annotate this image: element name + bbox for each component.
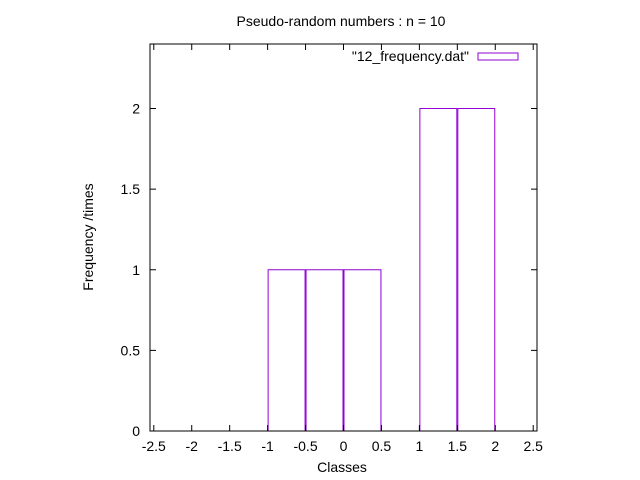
x-axis-label: Classes: [317, 459, 367, 475]
y-tick-label: 0: [132, 423, 140, 439]
legend-swatch: [477, 52, 519, 61]
y-tick-label: 0.5: [121, 342, 141, 358]
x-tick-label: -2: [186, 438, 199, 454]
x-tick-label: 0.5: [372, 438, 392, 454]
y-tick-label: 1: [132, 262, 140, 278]
x-tick-label: 1.5: [448, 438, 468, 454]
plot-border: [149, 43, 538, 432]
x-tick-label: 2.5: [523, 438, 543, 454]
legend: "12_frequency.dat": [352, 48, 519, 64]
x-tick-label: 2: [491, 438, 499, 454]
x-tick-label: -2.5: [142, 438, 166, 454]
legend-label: "12_frequency.dat": [352, 48, 469, 64]
y-tick-label: 1.5: [121, 181, 141, 197]
x-tick-label: 0: [340, 438, 348, 454]
chart-title: Pseudo-random numbers : n = 10: [237, 13, 446, 29]
x-tick-label: -0.5: [293, 438, 317, 454]
x-tick-label: -1.5: [218, 438, 242, 454]
y-axis-label: Frequency /times: [80, 183, 96, 290]
x-tick-label: -1: [261, 438, 274, 454]
y-tick-label: 2: [132, 101, 140, 117]
x-tick-label: 1: [415, 438, 423, 454]
